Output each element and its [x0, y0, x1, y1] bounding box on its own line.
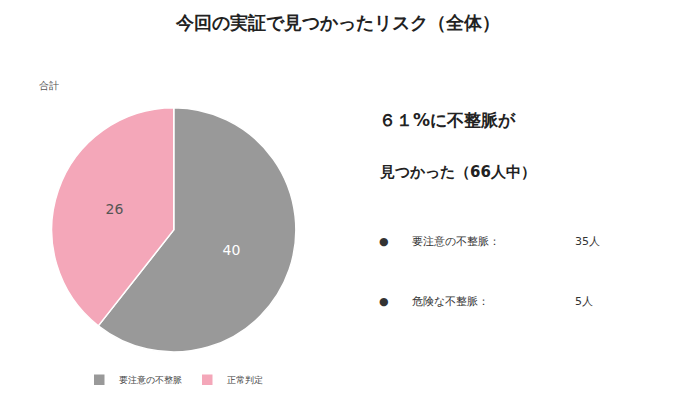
svg-text:合計: 合計 [39, 80, 59, 91]
svg-text:●: ● [379, 235, 389, 248]
svg-text:今回の実証で見つかったリスク（全体）: 今回の実証で見つかったリスク（全体） [175, 12, 500, 33]
svg-text:5人: 5人 [575, 295, 593, 308]
svg-text:40: 40 [223, 242, 241, 258]
svg-text:要注意の不整脈: 要注意の不整脈 [119, 375, 182, 385]
svg-text:35人: 35人 [575, 235, 600, 248]
svg-text:要注意の不整脈：: 要注意の不整脈： [412, 235, 500, 248]
svg-text:６１%に不整脈が: ６１%に不整脈が [379, 110, 516, 130]
svg-text:見つかった（66人中）: 見つかった（66人中） [379, 163, 536, 181]
svg-text:●: ● [379, 295, 389, 308]
svg-text:危険な不整脈：: 危険な不整脈： [412, 295, 489, 308]
svg-text:正常判定: 正常判定 [227, 375, 263, 385]
svg-text:26: 26 [105, 201, 123, 217]
